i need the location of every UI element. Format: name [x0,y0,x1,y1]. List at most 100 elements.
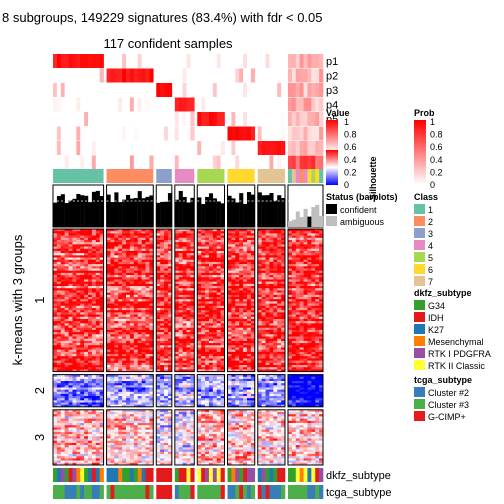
heatmap-cell [231,332,236,335]
heatmap-cell [303,259,308,263]
heatmap-cell [149,288,154,291]
heatmap-cell [273,290,278,293]
heatmap-cell [231,358,236,361]
heatmap-cell [315,268,320,271]
heatmap-cell [174,338,180,342]
heatmap-cell [60,314,65,318]
heatmap-cell [156,360,161,364]
heatmap-cell [99,367,104,370]
heatmap-cell [307,239,312,243]
heatmap-cell [243,332,248,335]
silhouette-bar [178,190,183,227]
prob-cell [239,97,244,112]
heatmap-cell [106,351,111,355]
heatmap-cell [174,349,180,353]
heatmap-cell [205,349,210,353]
prob-cell [95,68,100,83]
heatmap-cell [60,340,65,344]
heatmap-cell [277,356,282,359]
heatmap-cell [84,314,89,318]
heatmap-cell [76,323,81,326]
heatmap-cell [265,235,270,239]
heatmap-cell [76,283,81,287]
heatmap-cell [126,237,131,241]
heatmap-cell [118,275,123,278]
heatmap-cell [145,310,150,313]
prob-cell [208,155,214,170]
heatmap-cell [129,283,135,287]
heatmap-cell [208,360,214,364]
heatmap-cell [91,229,97,232]
prob-cell [178,97,183,112]
heatmap-cell [273,349,278,353]
heatmap-cell [208,250,214,254]
heatmap-cell [72,345,77,348]
prob-cell [281,68,286,83]
heatmap-cell [76,374,81,378]
heatmap-cell [60,369,65,372]
heatmap-cell [243,264,248,267]
heatmap-cell [149,257,154,261]
heatmap-cell [72,292,77,296]
heatmap-cell [299,305,304,309]
prob-cell [88,141,93,155]
heatmap-cell [315,369,320,372]
heatmap-cell [250,351,256,355]
heatmap-cell [246,310,252,313]
heatmap-cell [167,305,173,309]
heatmap-cell [122,250,127,254]
heatmap-cell [160,275,165,278]
heatmap-cell [106,316,111,320]
heatmap-cell [216,347,221,350]
heatmap-cell [243,316,248,320]
heatmap-cell [167,321,173,324]
heatmap-cell [137,369,142,372]
heatmap-cell [167,297,173,300]
prob-cell [164,126,169,141]
heatmap-cell [68,272,73,276]
heatmap-cell [72,294,77,298]
heatmap-cell [246,294,252,298]
silhouette-bar [68,200,73,227]
heatmap-cell [118,229,123,232]
heatmap-cell [137,340,142,344]
heatmap-cell [76,404,81,408]
heatmap-cell [126,270,131,274]
heatmap-cell [137,374,142,378]
prob-cell [99,112,104,126]
heatmap-cell [137,303,142,307]
heatmap-cell [118,367,123,370]
heatmap-cell [186,239,191,243]
prob-cell [303,141,308,155]
heatmap-cell [231,239,236,243]
heatmap-cell [64,325,69,329]
heatmap-cell [156,365,161,368]
heatmap-cell [149,318,154,322]
heatmap-cell [246,369,252,372]
prob-cell [291,112,297,126]
heatmap-cell [64,290,69,293]
heatmap-cell [156,297,161,300]
heatmap-cell [250,325,256,329]
heatmap-cell [315,327,320,331]
heatmap-cell [160,242,165,245]
heatmap-cell [291,351,297,355]
heatmap-cell [212,246,218,250]
heatmap-cell [174,294,180,298]
heatmap-cell [212,369,218,372]
heatmap-cell [311,268,316,271]
heatmap-cell [76,250,81,254]
heatmap-cell [106,365,111,368]
heatmap-cell [64,332,69,335]
heatmap-cell [145,354,150,357]
heatmap-cell [88,259,93,263]
heatmap-cell [311,360,316,364]
heatmap-cell [291,279,297,282]
heatmap-cell [220,231,225,234]
heatmap-cell [231,261,236,265]
heatmap-cell [80,272,85,276]
heatmap-cell [315,233,320,236]
heatmap-cell [156,299,161,302]
heatmap-cell [227,354,232,357]
heatmap-cell [261,299,266,302]
